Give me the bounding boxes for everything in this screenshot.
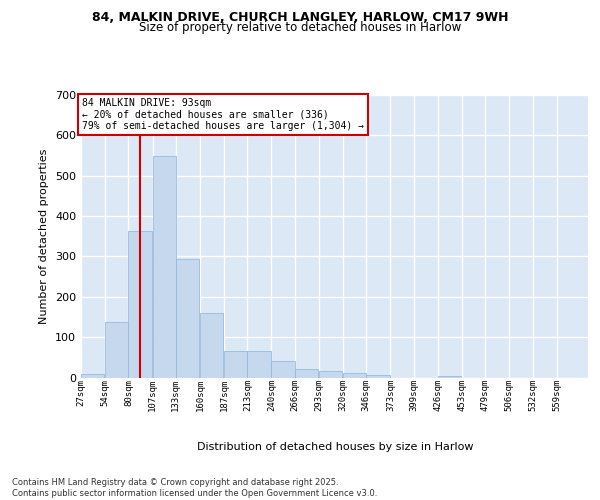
Bar [438,376,461,378]
Text: Distribution of detached houses by size in Harlow: Distribution of detached houses by size … [197,442,473,452]
Bar [343,372,367,378]
Text: 84, MALKIN DRIVE, CHURCH LANGLEY, HARLOW, CM17 9WH: 84, MALKIN DRIVE, CHURCH LANGLEY, HARLOW… [92,11,508,24]
Bar [200,313,223,378]
Bar [81,374,104,378]
Bar [247,352,271,378]
Y-axis label: Number of detached properties: Number of detached properties [40,148,49,324]
Bar [366,376,389,378]
Bar [176,260,199,378]
Text: Size of property relative to detached houses in Harlow: Size of property relative to detached ho… [139,21,461,34]
Bar [319,372,342,378]
Bar [128,231,152,378]
Bar [152,156,176,378]
Bar [271,362,295,378]
Text: Contains HM Land Registry data © Crown copyright and database right 2025.
Contai: Contains HM Land Registry data © Crown c… [12,478,377,498]
Bar [295,370,318,378]
Text: 84 MALKIN DRIVE: 93sqm
← 20% of detached houses are smaller (336)
79% of semi-de: 84 MALKIN DRIVE: 93sqm ← 20% of detached… [82,98,364,132]
Bar [105,322,128,378]
Bar [224,352,247,378]
